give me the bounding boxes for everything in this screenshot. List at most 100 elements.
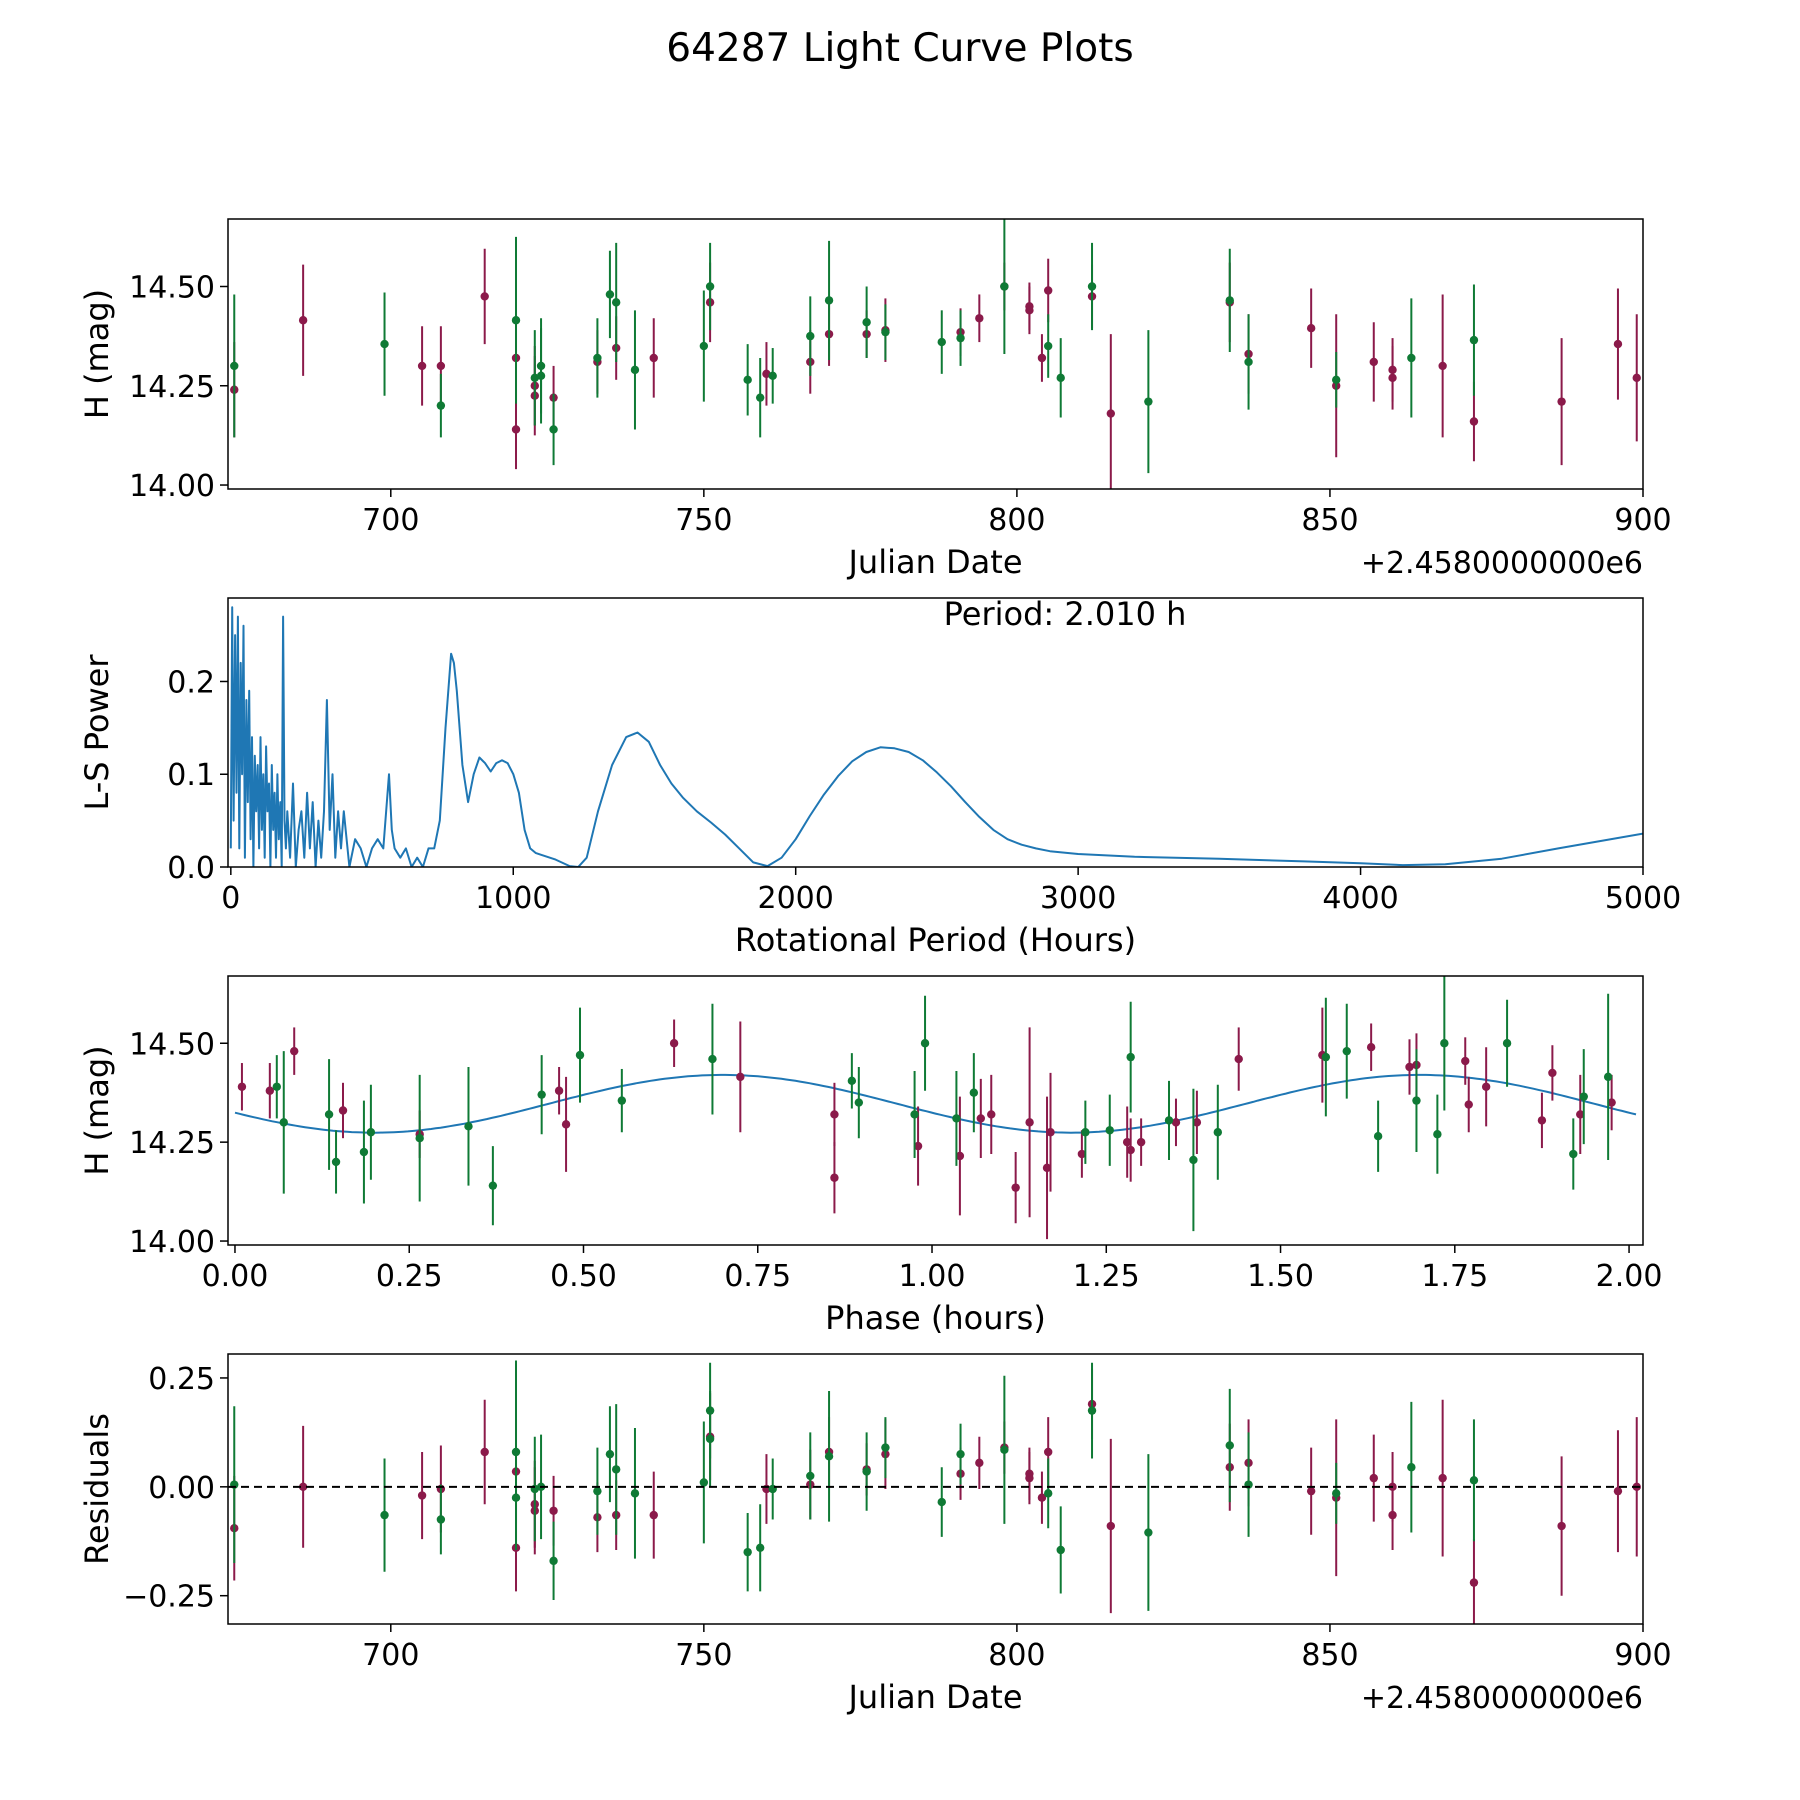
data-point: [1433, 1130, 1442, 1139]
data-point: [768, 371, 777, 381]
data-point: [1192, 1118, 1202, 1127]
data-point: [1306, 1486, 1316, 1496]
data-point: [265, 1086, 275, 1095]
periodogram-line: [229, 606, 1643, 867]
data-point: [1321, 1052, 1331, 1062]
x-tick-label: 900: [1614, 503, 1671, 538]
data-point: [824, 1452, 834, 1461]
data-point: [1569, 1149, 1578, 1159]
data-point: [1548, 1068, 1557, 1078]
x-tick-label: 2.00: [1596, 1259, 1663, 1294]
data-point: [1469, 417, 1479, 426]
data-point: [1126, 1052, 1135, 1062]
figure-title: 64287 Light Curve Plots: [666, 26, 1134, 71]
y-axis-label: H (mag): [78, 1045, 116, 1175]
data-point: [436, 1515, 446, 1524]
x-axis-label: Julian Date: [846, 543, 1022, 581]
data-point: [1056, 373, 1065, 383]
axes-frame: [227, 975, 1644, 1246]
data-point: [806, 331, 815, 341]
y-tick-label: 0.2: [167, 665, 215, 700]
data-point: [417, 1491, 427, 1500]
data-point: [1077, 1149, 1087, 1159]
data-point: [956, 333, 965, 343]
data-point: [415, 1133, 424, 1143]
data-point: [1366, 1043, 1376, 1052]
data-point: [705, 282, 715, 291]
x-tick-label: 750: [675, 1638, 732, 1673]
data-point: [937, 337, 946, 347]
data-point: [1081, 1128, 1090, 1137]
data-point: [1000, 282, 1009, 291]
data-point: [464, 1122, 473, 1131]
data-point: [1225, 296, 1234, 305]
y-tick-label: 14.25: [129, 1126, 215, 1161]
period-annotation: Period: 2.010 h: [944, 595, 1187, 633]
data-point: [1011, 1183, 1020, 1192]
data-point: [1557, 397, 1566, 406]
x-tick-label: 0.75: [724, 1259, 791, 1294]
data-point: [630, 365, 640, 375]
data-point: [913, 1141, 923, 1151]
y-axis-label: L-S Power: [78, 654, 116, 811]
data-point: [1189, 1155, 1198, 1165]
data-point: [969, 1088, 979, 1097]
data-point: [1469, 1578, 1479, 1587]
data-point: [1136, 1137, 1146, 1147]
data-point: [1144, 397, 1153, 406]
data-point: [830, 1173, 839, 1182]
data-point: [1440, 1039, 1449, 1048]
data-point: [1464, 1100, 1473, 1109]
data-point: [630, 1489, 640, 1498]
data-point: [1332, 1489, 1341, 1498]
data-point: [1412, 1096, 1421, 1105]
data-point: [1373, 1132, 1383, 1141]
data-point: [359, 1147, 369, 1157]
data-point: [881, 1443, 890, 1452]
data-point: [824, 296, 834, 305]
data-point: [669, 1039, 679, 1048]
data-point: [605, 1449, 615, 1459]
data-point: [1405, 1062, 1414, 1072]
x-tick-label: 1.50: [1247, 1259, 1314, 1294]
data-point: [1171, 1118, 1181, 1127]
y-tick-label: 0.1: [167, 758, 215, 793]
data-point: [1603, 1072, 1613, 1082]
y-axis-label: H (mag): [78, 289, 116, 419]
data-layer: [230, 219, 1641, 489]
data-point: [1025, 1473, 1034, 1483]
panel-phased-light-curve: 0.00 0.25 0.50 0.75 1.00 1.25 1.50 1.75 2.00 14.0…: [78, 975, 1663, 1337]
data-point: [1407, 353, 1416, 363]
x-tick-label: 4000: [1322, 881, 1398, 916]
data-point: [1106, 1521, 1116, 1531]
data-point: [1126, 1145, 1135, 1155]
data-point: [1579, 1092, 1588, 1101]
data-point: [806, 1471, 815, 1481]
x-tick-label: 850: [1301, 503, 1358, 538]
data-point: [1042, 1163, 1052, 1173]
data-point: [380, 1510, 389, 1520]
y-tick-label: 0.25: [148, 1362, 215, 1397]
fit-layer: [234, 1073, 1637, 1134]
axes-frame: [227, 1353, 1644, 1625]
data-point: [1056, 1545, 1065, 1555]
data-point: [237, 1082, 247, 1091]
data-point: [1037, 353, 1047, 363]
data-layer: [229, 606, 1643, 867]
data-point: [488, 1181, 498, 1190]
series-0: [230, 248, 1641, 489]
data-point: [987, 1110, 996, 1119]
data-point: [1025, 1118, 1034, 1127]
data-point: [708, 1054, 717, 1064]
data-point: [975, 314, 984, 323]
data-point: [417, 361, 427, 371]
series-1: [230, 219, 1479, 474]
data-point: [279, 1118, 288, 1127]
data-point: [1407, 1463, 1416, 1472]
data-point: [1481, 1082, 1491, 1091]
data-point: [536, 371, 546, 381]
data-point: [1388, 373, 1397, 383]
data-point: [952, 1114, 961, 1123]
x-tick-label: 1.25: [1073, 1259, 1140, 1294]
data-point: [1122, 1137, 1132, 1147]
